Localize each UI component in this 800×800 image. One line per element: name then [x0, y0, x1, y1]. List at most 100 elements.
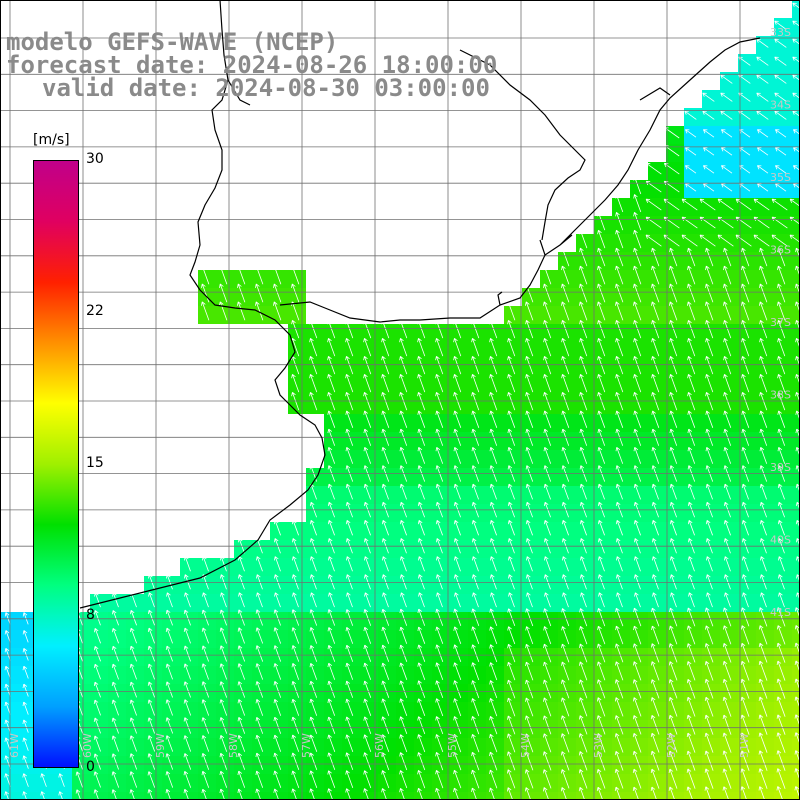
wind-arrow: [669, 283, 678, 303]
wind-arrow: [345, 752, 354, 771]
wind-arrow: [633, 355, 642, 375]
wind-cell: [792, 18, 800, 36]
wind-arrow: [543, 265, 552, 285]
wind-arrow: [507, 787, 514, 800]
wind-cell: [792, 270, 800, 288]
wind-arrow: [703, 129, 715, 138]
wind-arrow: [687, 337, 696, 357]
wind-arrow: [453, 769, 462, 789]
wind-arrow: [453, 680, 462, 699]
wind-arrow: [93, 645, 101, 662]
wind-arrow: [669, 446, 678, 464]
wind-arrow: [309, 752, 318, 771]
wind-arrow: [22, 737, 29, 751]
wind-arrow: [633, 446, 642, 464]
wind-cell: [594, 792, 612, 800]
wind-arrow: [753, 216, 770, 229]
wind-arrow: [777, 355, 786, 375]
wind-arrow: [291, 770, 300, 789]
wind-arrow: [633, 410, 642, 428]
wind-arrow: [597, 355, 606, 375]
wind-arrow: [399, 410, 408, 428]
wind-arrow: [561, 301, 570, 321]
wind-arrow: [471, 644, 480, 663]
wind-cell: [792, 126, 800, 144]
wind-arrow: [490, 574, 497, 590]
wind-cell: [756, 792, 774, 800]
latitude-label: 35S: [770, 171, 791, 184]
wind-arrow: [273, 788, 280, 800]
wind-arrow: [237, 301, 246, 321]
longitude-label: 52W: [665, 733, 678, 758]
wind-arrow: [597, 607, 606, 627]
wind-arrow: [22, 647, 29, 661]
wind-arrow: [543, 337, 552, 357]
wind-arrow: [291, 283, 300, 303]
wind-arrow: [774, 20, 787, 30]
wind-arrow: [615, 519, 623, 536]
wind-arrow: [579, 446, 588, 464]
wind-arrow: [525, 319, 534, 339]
wind-arrow: [381, 519, 389, 536]
wind-cell: [792, 774, 800, 792]
wind-arrow: [94, 592, 101, 608]
wind-arrow: [507, 446, 516, 464]
wind-arrow: [309, 716, 318, 734]
wind-arrow: [129, 699, 137, 716]
wind-arrow: [201, 663, 209, 680]
wind-arrow: [722, 678, 732, 699]
wind-arrow: [670, 592, 677, 608]
wind-arrow: [776, 732, 786, 753]
wind-arrow: [776, 714, 786, 735]
wind-arrow: [525, 355, 534, 375]
wind-arrow: [615, 211, 624, 231]
wind-arrow: [651, 519, 659, 536]
wind-arrow: [237, 627, 245, 644]
wind-arrow: [720, 74, 733, 84]
wind-arrow: [381, 698, 390, 717]
wind-arrow: [578, 733, 588, 753]
wind-arrow: [561, 337, 570, 357]
wind-cell: [342, 792, 360, 800]
wind-arrow: [771, 234, 788, 247]
wind-cell: [18, 792, 36, 800]
wind-arrow: [184, 556, 191, 572]
longitude-label: 59W: [154, 733, 167, 758]
wind-arrow: [616, 556, 623, 572]
wind-arrow: [399, 698, 408, 717]
wind-arrow: [129, 627, 137, 644]
wind-arrow: [614, 733, 624, 753]
wind-arrow: [776, 750, 786, 771]
wind-arrow: [453, 662, 462, 681]
wind-arrow: [525, 697, 534, 717]
wind-arrow: [165, 627, 173, 644]
wind-arrow: [111, 645, 119, 662]
wind-arrow: [363, 788, 370, 800]
wind-arrow: [669, 301, 678, 321]
wind-arrow: [615, 625, 624, 645]
wind-arrow: [471, 662, 480, 681]
wind-arrow: [273, 663, 282, 680]
wind-arrow: [735, 234, 752, 247]
wind-arrow: [579, 265, 588, 285]
wind-arrow: [543, 319, 552, 339]
wind-arrow: [453, 373, 462, 393]
wind-arrow: [741, 519, 749, 536]
wind-arrow: [633, 211, 642, 231]
wind-arrow: [614, 697, 624, 717]
wind-arrow: [327, 355, 336, 375]
wind-arrow: [327, 337, 336, 357]
wind-arrow: [615, 194, 624, 213]
wind-arrow: [597, 283, 606, 303]
wind-arrow: [471, 608, 480, 627]
wind-cell: [792, 378, 800, 396]
wind-arrow: [652, 592, 659, 608]
wind-arrow: [129, 663, 137, 680]
wind-arrow: [4, 719, 11, 733]
wind-cell: [792, 144, 800, 162]
wind-arrow: [687, 301, 696, 321]
wind-arrow: [274, 556, 281, 572]
wind-arrow: [363, 752, 372, 771]
wind-arrow: [453, 608, 462, 626]
wind-arrow: [399, 770, 408, 789]
